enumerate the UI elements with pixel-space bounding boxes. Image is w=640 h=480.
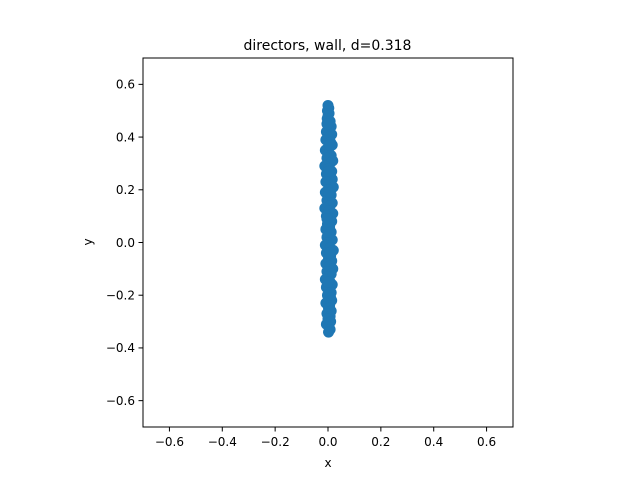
x-tick-label: 0.0	[318, 435, 337, 449]
data-point	[321, 213, 333, 225]
x-tick-label: 0.4	[424, 435, 443, 449]
x-tick-label: 0.6	[477, 435, 496, 449]
data-point	[322, 276, 334, 288]
y-tick-label: 0.0	[116, 236, 135, 250]
data-point	[321, 118, 333, 130]
y-tick-label: −0.4	[106, 341, 135, 355]
x-tick-label: −0.4	[208, 435, 237, 449]
data-point	[323, 165, 335, 177]
data-points	[319, 99, 339, 338]
x-tick-label: −0.6	[155, 435, 184, 449]
data-point	[323, 186, 335, 198]
y-axis-ticks: −0.6 −0.4 −0.2 0.0 0.2 0.4 0.6	[106, 78, 143, 408]
x-axis-label: x	[324, 456, 331, 470]
x-axis-ticks: −0.6 −0.4 −0.2 0.0 0.2 0.4 0.6	[155, 427, 496, 449]
data-point	[323, 326, 335, 338]
y-tick-label: −0.2	[106, 289, 135, 303]
data-point	[324, 247, 336, 259]
y-tick-label: 0.6	[116, 78, 135, 92]
y-axis-label: y	[81, 238, 95, 245]
data-point	[324, 139, 336, 151]
x-tick-label: 0.2	[371, 435, 390, 449]
y-tick-label: 0.2	[116, 183, 135, 197]
chart-title: directors, wall, d=0.318	[244, 38, 412, 54]
x-tick-label: −0.2	[261, 435, 290, 449]
y-tick-label: −0.6	[106, 394, 135, 408]
y-tick-label: 0.4	[116, 130, 135, 144]
